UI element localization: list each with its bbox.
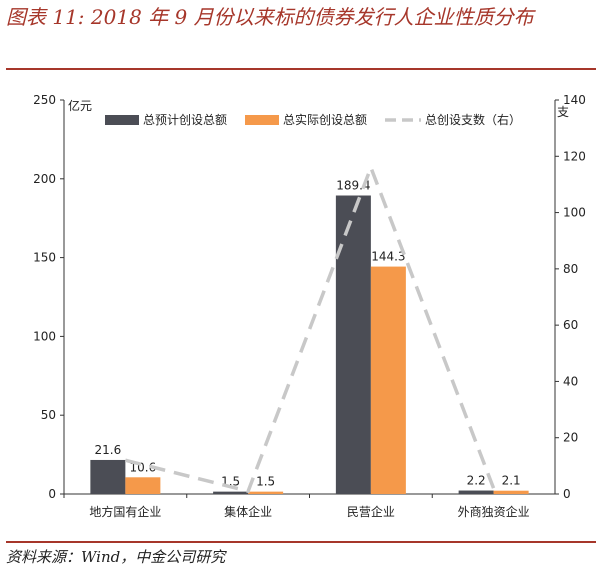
bar-data-label: 21.6 bbox=[95, 443, 122, 457]
legend-swatch bbox=[245, 115, 279, 125]
title-divider bbox=[6, 68, 596, 70]
x-tick-label: 集体企业 bbox=[224, 504, 272, 519]
right-tick-label: 120 bbox=[563, 149, 586, 163]
left-tick-label: 100 bbox=[33, 329, 56, 343]
legend-label: 总创设支数（右） bbox=[425, 112, 521, 127]
bar-plan bbox=[458, 490, 494, 494]
bar-data-label: 144.3 bbox=[371, 250, 405, 264]
legend-label: 总预计创设总额 bbox=[143, 113, 227, 127]
bar-actual bbox=[493, 490, 529, 494]
bar-data-label: 1.5 bbox=[256, 475, 275, 489]
bar-actual bbox=[125, 477, 161, 494]
right-tick-label: 140 bbox=[563, 93, 586, 107]
bar-actual bbox=[248, 491, 284, 494]
x-tick-label: 民营企业 bbox=[347, 504, 395, 519]
source-divider bbox=[6, 541, 596, 543]
bar-actual bbox=[370, 266, 406, 494]
left-tick-label: 250 bbox=[33, 93, 56, 107]
left-tick-label: 0 bbox=[48, 487, 56, 501]
right-tick-label: 60 bbox=[563, 318, 578, 332]
bar-plan bbox=[90, 459, 126, 494]
legend-swatch bbox=[105, 115, 139, 125]
source-note: 资料来源：Wind，中金公司研究 bbox=[6, 548, 226, 566]
left-tick-label: 200 bbox=[33, 172, 56, 186]
right-axis-unit: 支 bbox=[557, 105, 569, 119]
left-axis-unit: 亿元 bbox=[68, 98, 92, 113]
left-tick-label: 50 bbox=[41, 408, 56, 422]
bar-data-label: 2.1 bbox=[502, 474, 521, 488]
bar-data-label: 189.4 bbox=[336, 179, 370, 193]
right-tick-label: 100 bbox=[563, 206, 586, 220]
bar-plan bbox=[335, 195, 371, 494]
line-series-count bbox=[124, 162, 496, 494]
x-tick-label: 地方国有企业 bbox=[89, 504, 161, 519]
right-tick-label: 0 bbox=[563, 487, 571, 501]
bar-plan bbox=[213, 491, 249, 494]
x-tick-label: 外商独资企业 bbox=[458, 504, 530, 519]
legend-label: 总实际创设总额 bbox=[283, 112, 367, 127]
right-tick-label: 40 bbox=[563, 374, 578, 388]
chart-canvas: 0 50 100 150 200 250 0 20 40 60 80 100 120 140 亿元 支地方国有… bbox=[33, 93, 586, 519]
chart-title: 图表 11: 2018 年 9 月份以来标的债券发行人企业性质分布 bbox=[6, 5, 534, 29]
right-tick-label: 80 bbox=[563, 262, 578, 276]
left-tick-label: 150 bbox=[33, 251, 56, 265]
right-tick-label: 20 bbox=[563, 431, 578, 445]
bar-data-label: 2.2 bbox=[467, 474, 486, 488]
